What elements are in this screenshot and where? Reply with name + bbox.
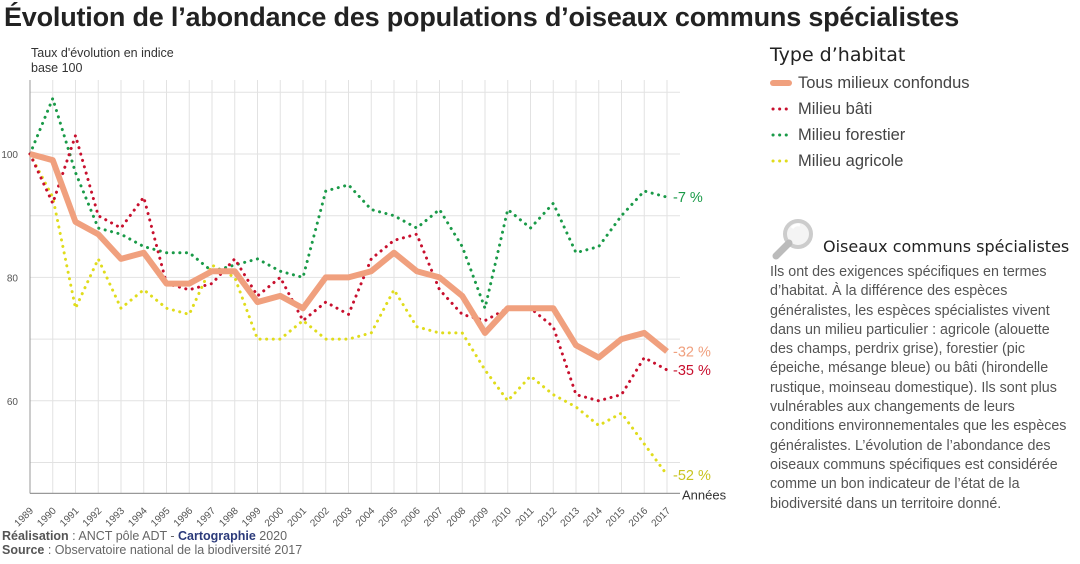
x-tick-label: 2007 [422,505,446,529]
y-axis-label: Taux d'évolution en indice base 100 [31,46,174,75]
x-tick-label: 2006 [399,505,423,529]
legend-title: Type d’habitat [770,44,906,66]
legend-swatch [771,133,792,137]
carto-year: 2020 [255,529,288,543]
legend-label: Milieu bâti [798,99,873,118]
x-tick-label: 2010 [490,505,514,529]
legend-item-bati: Milieu bâti [770,96,970,122]
x-tick-label: 1989 [13,505,37,529]
x-tick-label: 2014 [581,505,605,529]
series-end-label: -7 % [673,190,703,206]
x-tick-label: 1991 [58,505,82,529]
info-text: Ils ont des exigences spécifiques en ter… [770,264,1067,512]
credits: Réalisation : ANCT pôle ADT - Cartograph… [2,529,302,557]
legend-item-tous: Tous milieux confondus [770,70,970,96]
legend-swatch [771,159,792,163]
x-tick-label: 2008 [445,505,469,529]
legend-label: Tous milieux confondus [798,73,970,92]
source-label: Source [2,543,45,557]
series-end-label: -32 % [673,344,711,360]
x-tick-label: 2017 [650,505,674,529]
x-tick-label: 2013 [559,505,583,529]
legend-swatch [771,107,792,111]
x-tick-label: 2001 [286,505,310,529]
legend-item-agricole: Milieu agricole [770,148,970,174]
x-tick-label: 1998 [217,505,241,529]
realisation-label: Réalisation [2,529,69,543]
legend-item-forestier: Milieu forestier [770,122,970,148]
info-title: Oiseaux communs spécialistes [823,237,1070,256]
legend-label: Milieu agricole [798,151,904,170]
x-tick-label: 2012 [536,505,560,529]
x-tick-label: 2000 [263,505,287,529]
legend-swatch [770,80,792,86]
x-tick-label: 1993 [104,505,128,529]
realisation-text: : ANCT pôle ADT - [68,529,178,543]
x-tick-label: 1999 [240,505,264,529]
source-text: : Observatoire national de la biodiversi… [44,543,303,557]
legend: Type d’habitat Tous milieux confondus Mi… [770,44,970,174]
x-tick-label: 1995 [149,505,173,529]
series-end-label: -35 % [673,363,711,379]
x-axis-label: Années [682,487,727,502]
y-tick-label: 80 [7,273,19,284]
y-tick-label: 60 [7,397,19,408]
chart-title: Évolution de l’abondance des populations… [4,2,960,32]
x-tick-label: 1996 [172,505,196,529]
x-tick-label: 2005 [377,505,401,529]
x-tick-label: 2011 [514,505,537,528]
series-end-label: -52 % [673,468,711,484]
x-tick-label: 1997 [195,505,219,529]
magnifier-icon [772,219,813,260]
x-tick-label: 2002 [308,505,332,529]
y-tick-label: 100 [1,150,18,161]
series-line-milieu-agricole [28,152,669,477]
x-tick-label: 2003 [331,505,355,529]
x-tick-label: 2015 [604,505,628,529]
series-line-milieu-forestier [28,94,669,314]
x-tick-label: 2004 [354,505,378,529]
x-tick-label: 1994 [126,505,150,529]
x-tick-label: 2009 [468,505,492,529]
x-tick-label: 1990 [35,505,59,529]
legend-label: Milieu forestier [798,125,906,144]
x-tick-label: 2016 [627,505,651,529]
x-tick-label: 1992 [81,505,105,529]
carto-label: Cartographie [178,529,256,543]
